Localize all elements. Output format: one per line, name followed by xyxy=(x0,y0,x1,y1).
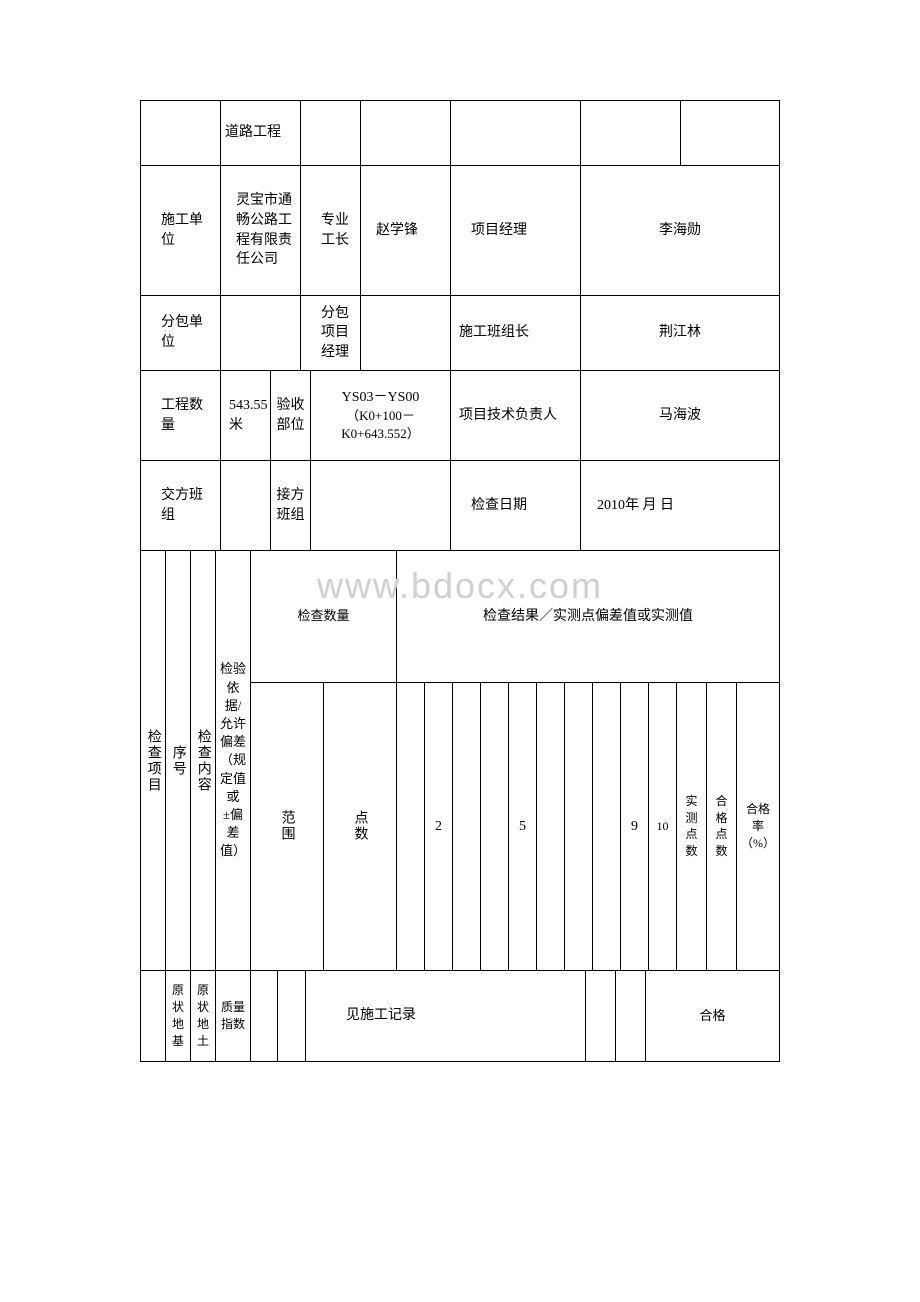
header-result-title: 检查结果／实测点偏差值或实测值 xyxy=(397,551,779,682)
header-num-6 xyxy=(537,683,565,970)
construction-unit-label: 施工单位 xyxy=(141,166,221,295)
header-num-2: 2 xyxy=(425,683,453,970)
header-seq: 序号 xyxy=(166,551,191,970)
row1-col5 xyxy=(451,101,581,165)
team-leader-value: 荆江林 xyxy=(581,296,779,370)
data-row-basis: 质量指数 xyxy=(216,971,251,1061)
row1-col6 xyxy=(581,101,681,165)
sub-pm-label: 分包项目经理 xyxy=(301,296,361,370)
header-num-8 xyxy=(593,683,621,970)
data-row-result: 见施工记录 xyxy=(306,971,586,1061)
header-num-5: 5 xyxy=(509,683,537,970)
receiving-team-label: 接方班组 xyxy=(271,461,311,550)
header-check-qty: 检查数量 xyxy=(251,551,396,682)
header-basis: 检验依据/允许偏差（规定值或±偏差值） xyxy=(216,551,251,970)
data-row-content: 原状地土 xyxy=(191,971,216,1061)
header-num-1 xyxy=(397,683,425,970)
foreman-value: 赵学锋 xyxy=(361,166,451,295)
check-date-label: 检查日期 xyxy=(451,461,581,550)
data-row-range xyxy=(251,971,278,1061)
construction-unit-value: 灵宝市通畅公路工程有限责任公司 xyxy=(221,166,301,295)
quantity-label: 工程数量 xyxy=(141,371,221,460)
header-num-3 xyxy=(453,683,481,970)
subcontractor-label: 分包单位 xyxy=(141,296,221,370)
sub-pm-value xyxy=(361,296,451,370)
delivery-team-value xyxy=(221,461,271,550)
header-points: 点数 xyxy=(324,683,397,970)
delivery-team-label: 交方班组 xyxy=(141,461,221,550)
header-range: 范围 xyxy=(251,683,324,970)
data-row-points xyxy=(278,971,306,1061)
data-row-item xyxy=(141,971,166,1061)
row1-col3 xyxy=(301,101,361,165)
team-leader-label: 施工班组长 xyxy=(451,296,581,370)
row1-col7 xyxy=(681,101,779,165)
header-num-9: 9 xyxy=(621,683,649,970)
row1-col4 xyxy=(361,101,451,165)
receiving-team-value xyxy=(311,461,451,550)
data-row-pass xyxy=(616,971,646,1061)
data-row-rate: 合格 xyxy=(646,971,779,1061)
acceptance-position-value: YS03－YS00 （K0+100－K0+643.552） xyxy=(311,371,451,460)
quantity-value: 543.55米 xyxy=(221,371,271,460)
header-pass-points: 合格点数 xyxy=(707,683,737,970)
header-num-7 xyxy=(565,683,593,970)
acceptance-position-label: 验收部位 xyxy=(271,371,311,460)
header-check-item: 检查项目 xyxy=(141,551,166,970)
subcontractor-value xyxy=(221,296,301,370)
inspection-table: 道路工程 施工单位 灵宝市通畅公路工程有限责任公司 专业工长 赵学锋 项目经理 … xyxy=(140,100,780,1062)
project-manager-value: 李海勋 xyxy=(581,166,779,295)
tech-leader-label: 项目技术负责人 xyxy=(451,371,581,460)
check-date-value: 2010年 月 日 xyxy=(581,461,779,550)
header-content: 检查内容 xyxy=(191,551,216,970)
row1-col1 xyxy=(141,101,221,165)
row1-col2: 道路工程 xyxy=(221,101,301,165)
header-num-10: 10 xyxy=(649,683,677,970)
header-num-4 xyxy=(481,683,509,970)
data-row-seq: 原状地基 xyxy=(166,971,191,1061)
project-manager-label: 项目经理 xyxy=(451,166,581,295)
header-measured-points: 实测点数 xyxy=(677,683,707,970)
foreman-label: 专业工长 xyxy=(301,166,361,295)
header-pass-rate: 合格率（%） xyxy=(737,683,779,970)
data-row-measured xyxy=(586,971,616,1061)
tech-leader-value: 马海波 xyxy=(581,371,779,460)
